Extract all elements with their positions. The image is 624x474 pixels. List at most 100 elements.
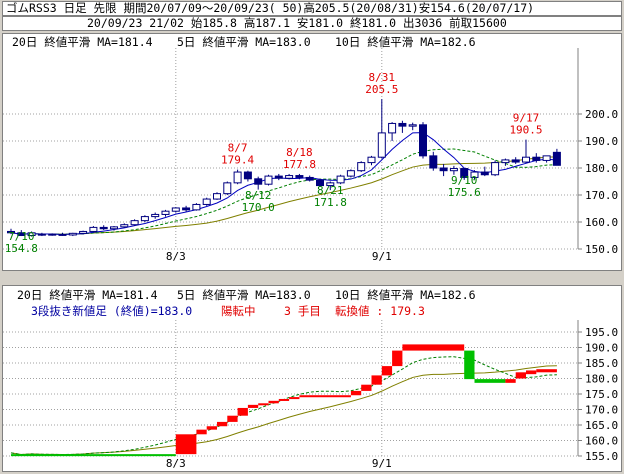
candle-up <box>161 210 170 215</box>
annotation-price: 175.6 <box>448 186 481 199</box>
x-tick-label: 9/1 <box>372 457 392 470</box>
ma10-line <box>10 148 557 235</box>
y-tick-label: 190.0 <box>585 135 618 148</box>
renko-brick-up <box>175 434 197 455</box>
candle-up <box>223 182 232 195</box>
candle-down <box>305 176 314 181</box>
candle-down <box>439 167 448 172</box>
candle-down <box>17 232 26 237</box>
candle-up <box>470 171 479 178</box>
candle-up <box>336 175 345 184</box>
candle-down <box>37 233 46 236</box>
annotation-date: 8/18 <box>286 146 313 159</box>
renko-info-reversal: 転換値 : 179.3 <box>335 304 425 318</box>
y-tick-label: 200.0 <box>585 108 618 121</box>
candle-up <box>449 168 458 172</box>
renko-brick-down <box>474 379 506 383</box>
legend-ma20: 20日 終値平滑 MA=181.4 <box>17 288 158 302</box>
candle-up <box>151 213 160 218</box>
annotation-date: 8/31 <box>369 71 396 84</box>
candle-up <box>89 226 98 232</box>
renko-brick-up <box>258 403 269 406</box>
candle-up <box>140 216 149 222</box>
candle-up <box>264 175 273 185</box>
candle-up <box>326 182 335 187</box>
renko-brick-up <box>515 372 526 379</box>
candle-down <box>429 155 438 169</box>
annotation-price: 205.5 <box>365 83 398 96</box>
y-tick-label: 160.0 <box>585 435 618 448</box>
annotation-date: 9/17 <box>513 112 540 125</box>
annotation-price: 154.8 <box>5 242 38 255</box>
y-tick-label: 185.0 <box>585 357 618 370</box>
candle-down <box>419 124 427 157</box>
candle-down <box>58 233 67 236</box>
candle-down <box>480 171 489 176</box>
candle-up <box>192 203 201 211</box>
candle-down <box>99 226 108 230</box>
candle-up <box>367 156 376 164</box>
renko-brick-up <box>526 370 537 375</box>
y-tick-label: 165.0 <box>585 419 618 432</box>
candle-up <box>120 224 129 228</box>
renko-info-step: 3 手目 <box>284 304 321 318</box>
candle-up <box>130 220 139 226</box>
x-tick-label: 8/3 <box>166 250 186 263</box>
renko-brick-up <box>402 344 465 351</box>
candle-up <box>357 162 366 172</box>
annotation-price: 179.4 <box>221 154 254 167</box>
ma20-line <box>10 365 557 456</box>
renko-brick-up <box>196 429 207 435</box>
renko-brick-up <box>350 390 362 396</box>
candle-down <box>398 122 407 127</box>
annotation-date: 8/12 <box>245 189 272 202</box>
y-tick-label: 150.0 <box>585 243 618 256</box>
candle-down <box>511 159 520 163</box>
candle-up <box>501 159 510 164</box>
renko-brick-up <box>381 366 393 376</box>
candle-down <box>274 175 283 179</box>
renko-brick-up <box>371 375 382 385</box>
y-tick-label: 170.0 <box>585 404 618 417</box>
candle-up <box>377 132 386 158</box>
candle-down <box>552 151 561 166</box>
candle-down <box>7 230 15 234</box>
candle-up <box>110 226 118 230</box>
candle-up <box>346 170 355 177</box>
candle-up <box>408 124 417 127</box>
annotation-price: 177.8 <box>283 158 316 171</box>
legend-ma5: 5日 終値平滑 MA=183.0 <box>177 288 311 302</box>
candle-up <box>233 171 242 184</box>
y-tick-label: 175.0 <box>585 388 618 401</box>
ma10-line <box>10 356 557 456</box>
renko-info-state: 陽転中 <box>221 304 256 318</box>
candle-up <box>213 193 221 200</box>
y-tick-label: 170.0 <box>585 189 618 202</box>
x-tick-label: 9/1 <box>372 250 392 263</box>
candle-up <box>171 207 180 212</box>
renko-brick-up <box>247 404 259 408</box>
candle-up <box>68 232 77 236</box>
renko-brick-up <box>278 398 290 401</box>
legend-ma20: 20日 終値平滑 MA=181.4 <box>12 35 153 49</box>
header-line-1: ゴムRSS3 日足 先限 期間20/07/09～20/09/23( 50)高20… <box>2 1 622 16</box>
candle-up <box>79 230 88 234</box>
annotation-price: 171.8 <box>314 196 347 209</box>
renko-chart: 155.0 160.0 165.0 170.0 175.0 180.0 185.0 190.0… <box>3 320 618 470</box>
candle-down <box>295 175 304 178</box>
renko-brick-up <box>268 400 279 404</box>
legend-ma10: 10日 終値平滑 MA=182.6 <box>335 288 476 302</box>
x-tick-label: 8/3 <box>166 457 186 470</box>
renko-info-value: 3段抜き新値足 (終値)=183.0 <box>31 304 193 318</box>
y-tick-label: 180.0 <box>585 373 618 386</box>
header-line-2: 20/09/23 21/02 始185.8 高187.1 安181.0 終181… <box>2 16 622 31</box>
candle-up <box>27 232 36 237</box>
candle-up <box>522 156 530 163</box>
candle-up <box>202 198 211 205</box>
annotation-price: 170.0 <box>242 201 275 214</box>
candlestick-chart: 150.0 160.0 170.0 180.0 190.0 200.0 8/3 9/1 7/10… <box>3 48 618 263</box>
candle-down <box>182 207 191 211</box>
renko-brick-up <box>299 395 351 398</box>
renko-brick-up <box>289 397 300 400</box>
renko-brick-up <box>217 421 228 427</box>
